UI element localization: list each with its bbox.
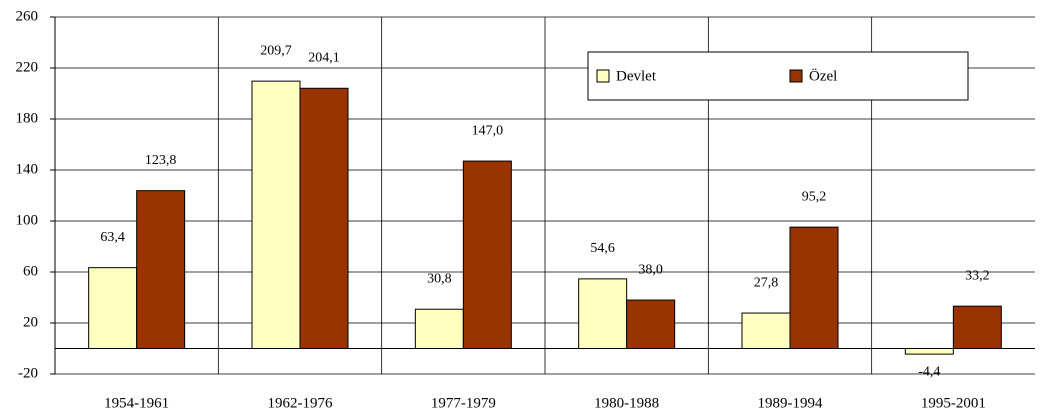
y-tick-label: 260 xyxy=(16,8,39,24)
x-tick-label: 1980-1988 xyxy=(594,395,659,411)
bar xyxy=(414,308,464,350)
y-tick-label: 20 xyxy=(23,314,38,330)
legend-label: Özel xyxy=(809,67,837,84)
bar xyxy=(952,305,1002,350)
data-label: 147,0 xyxy=(472,123,504,138)
bar xyxy=(789,226,839,349)
bar xyxy=(626,299,676,349)
bar xyxy=(462,160,512,349)
data-label: 27,8 xyxy=(754,275,779,290)
y-tick-label: -20 xyxy=(18,365,38,381)
bar xyxy=(88,267,138,350)
bar xyxy=(299,87,349,350)
x-tick-label: 1989-1994 xyxy=(758,395,823,411)
y-tick-label: 60 xyxy=(23,263,38,279)
y-tick-label: 100 xyxy=(16,212,39,228)
bar xyxy=(251,80,301,349)
data-label: 209,7 xyxy=(260,43,292,58)
data-label: 123,8 xyxy=(145,153,177,168)
bar xyxy=(904,348,954,355)
data-label: 54,6 xyxy=(590,241,615,256)
data-label: 33,2 xyxy=(965,268,990,283)
data-label: 38,0 xyxy=(638,262,663,277)
legend-box xyxy=(587,51,969,101)
x-tick-label: 1954-1961 xyxy=(104,395,169,411)
data-label: 95,2 xyxy=(802,189,827,204)
bar xyxy=(741,312,791,349)
bar xyxy=(136,190,186,349)
data-label: 204,1 xyxy=(308,50,340,65)
data-label: -4,4 xyxy=(918,364,940,379)
data-label: 30,8 xyxy=(427,271,452,286)
data-label: 63,4 xyxy=(100,230,125,245)
legend-swatch xyxy=(789,69,803,83)
legend-swatch xyxy=(596,69,610,83)
x-tick-label: 1962-1976 xyxy=(268,395,333,411)
legend-label: Devlet xyxy=(616,68,657,84)
bar xyxy=(578,278,628,350)
x-tick-label: 1995-2001 xyxy=(921,395,986,411)
y-tick-label: 220 xyxy=(16,59,39,75)
y-tick-label: 180 xyxy=(16,110,39,126)
x-tick-label: 1977-1979 xyxy=(431,395,496,411)
y-tick-label: 140 xyxy=(16,161,39,177)
